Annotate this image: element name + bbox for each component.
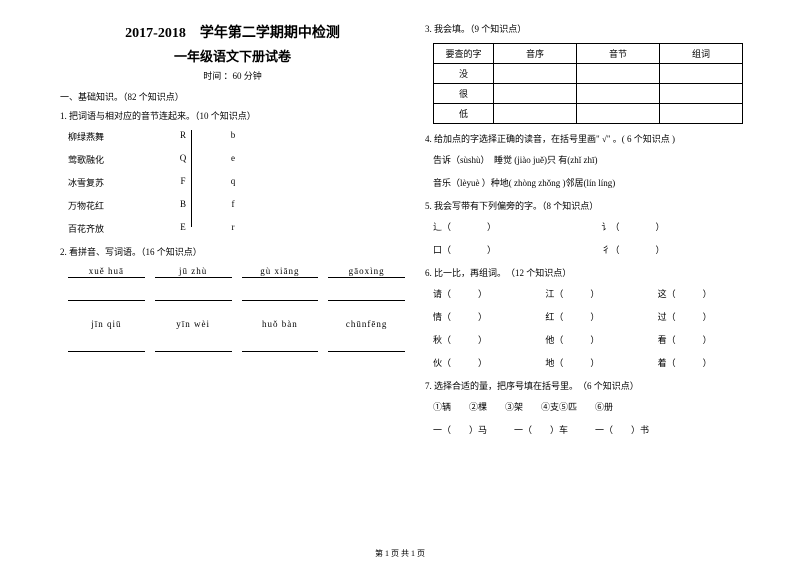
table-cell: 低 bbox=[434, 104, 494, 124]
match-word: 柳绿燕舞 bbox=[68, 130, 158, 143]
table-cell: 很 bbox=[434, 84, 494, 104]
pinyin: jīn qiū bbox=[68, 319, 145, 329]
q4-line: 音乐（lèyuè ）种地( zhòng zhǒng )邻居(lín líng) bbox=[425, 176, 770, 189]
match-letter: b bbox=[208, 130, 258, 143]
section-1-heading: 一、基础知识。（82 个知识点） bbox=[60, 90, 405, 103]
q6-title: 6. 比一比，再组词。 （12 个知识点） bbox=[425, 266, 770, 279]
q3-table: 要查的字 音序 音节 组词 没 很 低 bbox=[433, 43, 743, 124]
compare-item: 情（ ） bbox=[433, 310, 545, 323]
match-word: 万物花红 bbox=[68, 199, 158, 212]
match-word: 莺歌融化 bbox=[68, 153, 158, 166]
q7-options: ①辆 ②棵 ③架 ④支⑤匹 ⑥册 bbox=[425, 400, 770, 413]
compare-item: 着（ ） bbox=[658, 356, 770, 369]
exam-title-1: 2017-2018 学年第二学期期中检测 bbox=[60, 22, 405, 42]
compare-item: 地（ ） bbox=[545, 356, 657, 369]
blank-line bbox=[68, 351, 145, 352]
pinyin: yīn wèi bbox=[155, 319, 232, 329]
compare-item: 江（ ） bbox=[545, 287, 657, 300]
pinyin: huǒ bàn bbox=[242, 319, 319, 329]
pinyin: gù xiāng bbox=[242, 266, 319, 278]
q5-title: 5. 我会写带有下列偏旁的字。（8 个知识点） bbox=[425, 199, 770, 212]
compare-item: 伙（ ） bbox=[433, 356, 545, 369]
q7-fill: 一（ ）马 一（ ）车 一（ ）书 bbox=[425, 423, 770, 436]
match-letter: Q bbox=[158, 153, 208, 166]
pinyin: gāoxìng bbox=[328, 266, 405, 278]
compare-item: 这（ ） bbox=[658, 287, 770, 300]
radical-blank: 口（ ） bbox=[433, 243, 602, 256]
table-header: 组词 bbox=[660, 44, 743, 64]
table-header: 音节 bbox=[577, 44, 660, 64]
exam-time: 时间 ：60 分钟 bbox=[60, 69, 405, 82]
blank-line bbox=[328, 351, 405, 352]
pinyin: xuě huā bbox=[68, 266, 145, 278]
compare-item: 请（ ） bbox=[433, 287, 545, 300]
compare-item: 看（ ） bbox=[658, 333, 770, 346]
table-header: 要查的字 bbox=[434, 44, 494, 64]
vertical-divider bbox=[191, 130, 192, 227]
match-word: 百花齐放 bbox=[68, 222, 158, 235]
page-footer: 第 1 页 共 1 页 bbox=[0, 548, 800, 559]
pinyin: jū zhù bbox=[155, 266, 232, 278]
blank-line bbox=[155, 300, 232, 301]
q1-title: 1. 把词语与相对应的音节连起来。（10 个知识点） bbox=[60, 109, 405, 122]
match-letter: B bbox=[158, 199, 208, 212]
table-header: 音序 bbox=[494, 44, 577, 64]
compare-item: 他（ ） bbox=[545, 333, 657, 346]
pinyin: chūnfēng bbox=[328, 319, 405, 329]
match-letter: F bbox=[158, 176, 208, 189]
match-letter: q bbox=[208, 176, 258, 189]
q2-title: 2. 看拼音、写词语。（16 个知识点） bbox=[60, 245, 405, 258]
blank-line bbox=[68, 300, 145, 301]
radical-blank: 彳（ ） bbox=[602, 243, 771, 256]
blank-line bbox=[155, 351, 232, 352]
radical-blank: 辶（ ） bbox=[433, 220, 602, 233]
radical-blank: 讠（ ） bbox=[602, 220, 771, 233]
match-letter: R bbox=[158, 130, 208, 143]
compare-item: 红（ ） bbox=[545, 310, 657, 323]
compare-item: 过（ ） bbox=[658, 310, 770, 323]
blank-line bbox=[328, 300, 405, 301]
match-letter: e bbox=[208, 153, 258, 166]
q7-title: 7. 选择合适的量，把序号填在括号里。 （6 个知识点） bbox=[425, 379, 770, 392]
match-letter: r bbox=[208, 222, 258, 235]
match-word: 冰雪复苏 bbox=[68, 176, 158, 189]
exam-title-2: 一年级语文下册试卷 bbox=[60, 46, 405, 65]
compare-item: 秋（ ） bbox=[433, 333, 545, 346]
match-letter: E bbox=[158, 222, 208, 235]
q4-line: 告诉（sùshù） 睡觉 (jiào juě)只 有(zhǐ zhī) bbox=[425, 153, 770, 166]
blank-line bbox=[242, 351, 319, 352]
blank-line bbox=[242, 300, 319, 301]
q3-title: 3. 我会填。（9 个知识点） bbox=[425, 22, 770, 35]
match-letter: f bbox=[208, 199, 258, 212]
table-cell: 没 bbox=[434, 64, 494, 84]
q1-match-block: 柳绿燕舞Rb 莺歌融化Qe 冰雪复苏Fq 万物花红Bf 百花齐放Er bbox=[60, 130, 405, 235]
q4-title: 4. 给加点的字选择正确的读音，在括号里画" √" 。( 6 个知识点 ) bbox=[425, 132, 770, 145]
